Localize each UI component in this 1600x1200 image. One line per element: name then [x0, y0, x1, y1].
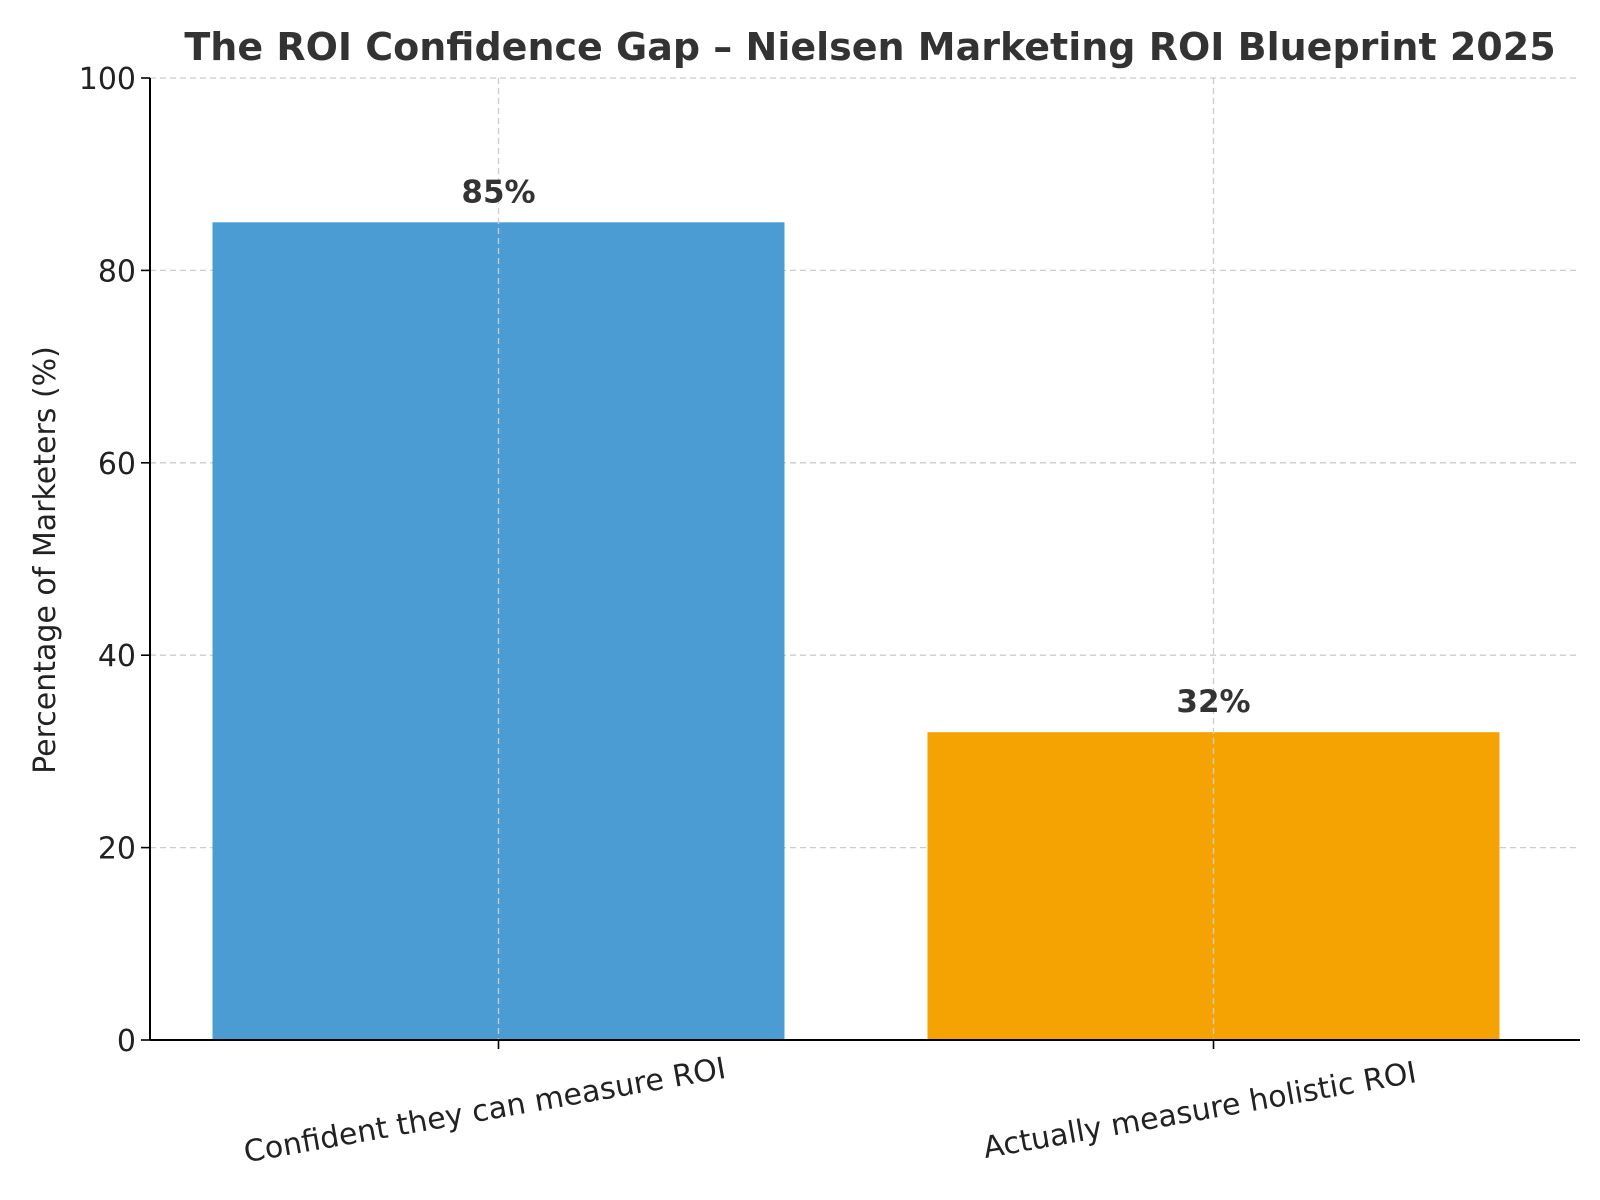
data-label-1: 32% — [1176, 684, 1250, 720]
axes — [141, 77, 1580, 1049]
y-tick-label-60: 60 — [98, 447, 136, 482]
data-label-0: 85% — [461, 174, 535, 210]
bars — [212, 78, 1500, 1041]
y-axis-label: Percentage of Marketers (%) — [28, 346, 63, 774]
chart-title: The ROI Confidence Gap – Nielsen Marketi… — [184, 25, 1555, 69]
x-tick-label-0: Confident they can measure ROI — [241, 1051, 728, 1170]
y-tick-label-20: 20 — [98, 832, 136, 867]
x-tick-label-1: Actually measure holistic ROI — [981, 1055, 1420, 1166]
y-tick-label-40: 40 — [98, 639, 136, 674]
y-tick-label-100: 100 — [79, 62, 136, 97]
y-tick-label-80: 80 — [98, 254, 136, 289]
y-tick-label-0: 0 — [117, 1024, 136, 1059]
